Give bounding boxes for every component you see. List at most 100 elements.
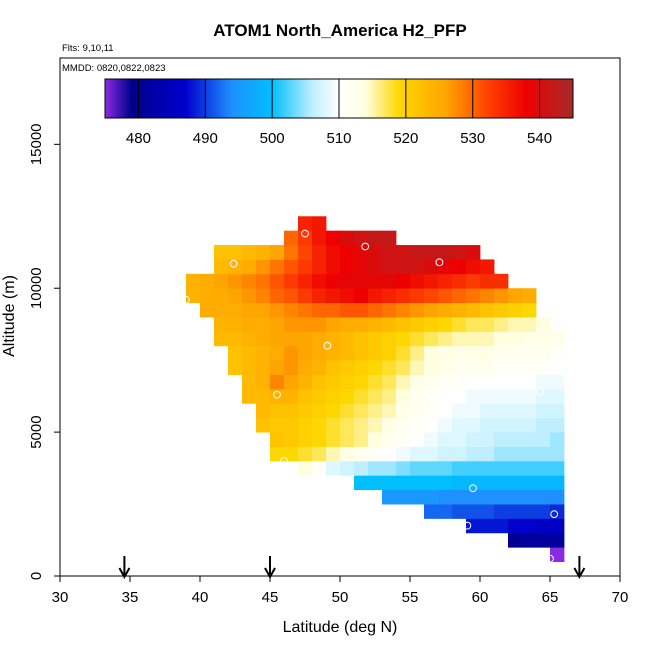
heatmap-cell [214,288,229,304]
x-tick-label: 65 [542,589,559,606]
sample-point [301,229,309,238]
heatmap-cell [494,360,509,375]
heatmap-cell [522,532,537,548]
heatmap-cell [494,446,509,462]
heatmap-cell [368,388,383,404]
heatmap-cell [298,331,313,347]
heatmap-cell [452,432,467,447]
heatmap-cell [368,273,383,289]
heatmap-cell [550,331,565,347]
heatmap-cell [466,417,481,433]
heatmap-cell [536,504,551,519]
heatmap-cell [340,230,355,246]
x-axis-label: Latitude (deg N) [283,619,398,636]
heatmap-cell [438,432,453,447]
heatmap-cell [256,331,271,347]
heatmap-cell [536,317,551,332]
sample-point [536,387,545,396]
heatmap-cell [214,259,229,275]
heatmap-cell [466,518,481,534]
heatmap-cell [270,273,285,289]
heatmap-cell [522,331,537,347]
heatmap-cell [466,302,481,318]
heatmap-cell [438,475,453,491]
heatmap-cell [270,331,285,347]
heatmap-cell [508,417,523,433]
heatmap-cell [410,317,425,332]
heatmap-cell [242,302,257,318]
heatmap-cell [536,360,551,375]
heatmap-cell [312,273,327,289]
heatmap-cell [410,432,425,447]
heatmap-cell [396,331,411,347]
heatmap-cell [270,345,285,361]
heatmap-cell [424,417,439,433]
heatmap-cell [340,345,355,361]
heatmap-cell [396,374,411,390]
heatmap-cell [200,273,215,289]
heatmap-cell [536,475,551,491]
heatmap-cell [326,432,341,447]
sample-point [280,456,288,465]
heatmap-cell [424,331,439,347]
flight-arrow [118,556,131,580]
heatmap-cell [494,288,509,304]
heatmap-cell [354,230,369,246]
heatmap-cell [382,374,397,390]
heatmap-cell [396,273,411,289]
heatmap-cell [424,489,439,505]
sample-point [523,340,532,349]
heatmap-cell [424,288,439,304]
heatmap-cell [382,417,397,433]
x-tick-label: 55 [402,589,419,606]
heatmap-cell [312,360,327,375]
heatmap-cell [312,460,327,476]
heatmap-cell [410,403,425,419]
colorbar-tick-label: 540 [527,130,552,147]
heatmap-cell [396,245,411,260]
heatmap-cell [466,374,481,390]
sample-point [343,480,351,488]
heatmap-cell [298,317,313,332]
heatmap-cell [340,432,355,447]
heatmap-cell [256,388,271,404]
heatmap-cell [368,374,383,390]
heatmap-cell [424,388,439,404]
heatmap-cell [382,446,397,462]
heatmap-cell [508,403,523,419]
flight-arrow [573,556,586,580]
heatmap-cell [326,317,341,332]
heatmap-cell [466,475,481,491]
heatmap-cell [298,345,313,361]
heatmap-cell [522,317,537,332]
heatmap-cell [452,403,467,419]
heatmap-cell [396,475,411,491]
heatmap-cell [452,489,467,505]
heatmap-cell [452,417,467,433]
heatmap-cell [270,317,285,332]
heatmap-cell [466,446,481,462]
heatmap-cell [522,417,537,433]
heatmap-cell [368,259,383,275]
heatmap-cell [354,374,369,390]
heatmap-cell [452,360,467,375]
colorbar-tick-label: 520 [393,130,418,147]
heatmap-cell [326,273,341,289]
heatmap-cell [480,388,495,404]
heatmap-cell [242,345,257,361]
heatmap-cell [298,259,313,275]
heatmap-cell [242,273,257,289]
heatmap-cell [284,259,299,275]
heatmap-cell [480,460,495,476]
heatmap-cell [550,547,565,563]
heatmap-cell [326,360,341,375]
heatmap-cell [424,432,439,447]
sample-point [546,554,554,563]
colorbar-tick-label: 480 [126,130,151,147]
x-tick-label: 70 [612,589,629,606]
heatmap-cell [452,273,467,289]
heatmap-cell [452,504,467,519]
heatmap-cell [396,360,411,375]
heatmap-cell [312,388,327,404]
y-axis-label: Altitude (m) [1,275,18,357]
